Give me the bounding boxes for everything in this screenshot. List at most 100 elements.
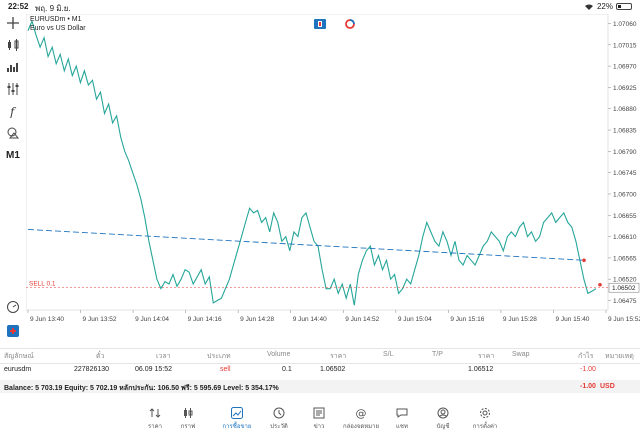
nav-mailbox[interactable]: @ กล่องจดหมาย [336,407,386,431]
price-chart[interactable]: 1.07060 1.07015 1.06970 1.06925 1.06880 1.068… [26,14,640,359]
row-type: sell [220,366,231,373]
row-volume: 0.1 [282,366,292,373]
balance-profit: -1.00 [580,383,596,390]
y-tick-label: 1.06655 [613,213,637,220]
col-symbol: สัญลักษณ์ [4,353,34,360]
trend-end-point [582,258,586,263]
nav-label: ประวัติ [270,424,288,430]
broker-logo-button[interactable] [3,322,23,340]
bottom-nav: ราคา กราฟ การซื้อขาย ประวัติ ข่าว @ กล่อ… [0,401,640,447]
nav-label: ข่าว [313,424,325,430]
objects-tool[interactable] [3,124,23,142]
chart-toolbar: f M1 [0,14,26,359]
y-tick-label: 1.06790 [613,149,637,156]
y-tick-label: 1.07015 [613,42,637,49]
x-tick-label: 9 Jun 14:52 [345,316,379,323]
indicators-tool[interactable] [3,80,23,98]
balance-currency: USD [600,383,615,390]
col-profit: กำไร [578,353,594,360]
nav-label: กราฟ [180,424,196,430]
history-icon [273,407,285,419]
col-ticket: ตั๋ว [96,353,105,360]
wifi-icon [584,3,593,10]
nav-trade[interactable]: การซื้อขาย [212,407,262,431]
position-row[interactable]: eurusdm 227826130 06.09 15:52 sell 0.1 1… [0,364,640,378]
col-volume: Volume [267,351,291,358]
trend-line [27,229,585,261]
trade-icon [231,407,243,419]
chart-top-icons [314,19,356,29]
crosshair-icon [7,17,19,29]
account-icon [437,407,449,419]
row-ticket: 227826130 [74,366,110,373]
nav-label: แชท [396,424,408,430]
x-tick-label: 9 Jun 15:04 [398,316,432,323]
shapes-icon [7,127,20,139]
battery-percent: 22% [596,2,613,11]
x-tick-label: 9 Jun 15:40 [555,316,589,323]
y-tick-label: 1.06565 [613,255,637,262]
y-tick-label: 1.06970 [613,64,637,71]
symbol-description: Euro vs US Dollar [30,25,86,32]
sell-marker [598,282,602,287]
candlestick-icon [8,39,19,51]
speedometer-icon [7,301,19,313]
x-tick-label: 9 Jun 14:16 [188,316,222,323]
timeframe-button[interactable]: M1 [3,146,23,164]
nav-chat[interactable]: แชท [377,407,427,431]
nav-history[interactable]: ประวัติ [254,407,304,431]
y-tick-label: 1.06520 [613,277,637,284]
nav-label: ราคา [148,424,162,430]
function-tool[interactable]: f [3,102,23,120]
svg-text:@: @ [356,407,367,419]
x-tick-label: 9 Jun 14:28 [240,316,274,323]
nav-account[interactable]: บัญชี [418,407,468,431]
y-tick-label: 1.06610 [613,234,637,241]
row-profit: -1.00 [580,366,596,373]
y-tick-label: 1.06925 [613,85,637,92]
volumes-tool[interactable] [3,58,23,76]
positions-header: สัญลักษณ์ ตั๋ว เวลา ประเภท Volume ราคา S… [0,349,640,363]
one-click-trading-button[interactable] [3,298,23,316]
status-bar: 22:52 พฤ. 9 มิ.ย. 22% [0,0,640,13]
date: พฤ. 9 มิ.ย. [35,4,71,13]
plot-frame [26,14,609,311]
sliders-icon [7,83,19,95]
x-tick-label: 9 Jun 15:16 [450,316,484,323]
row-time: 06.09 15:52 [135,366,172,373]
x-tick-label: 9 Jun 13:52 [83,316,117,323]
row-current-price: 1.06512 [468,366,494,373]
flag-icon[interactable] [314,19,326,29]
nav-news[interactable]: ข่าว [294,407,344,431]
nav-chart[interactable]: กราฟ [163,407,213,431]
symbol-name: EURUSDm [30,16,66,23]
y-tick-label: 1.06745 [613,170,637,177]
nav-settings[interactable]: การตั้งค่า [460,407,510,431]
price-series-line [27,19,597,306]
svg-text:f: f [9,105,17,118]
nav-label: กล่องจดหมาย [342,424,380,430]
nav-quotes[interactable]: ราคา [130,407,180,431]
crosshair-tool[interactable] [3,14,23,32]
col-swap: Swap [512,351,530,358]
x-tick-label: 9 Jun 14:40 [293,316,327,323]
chart-type-tool[interactable] [3,36,23,54]
nav-label: บัญชี [436,424,450,430]
battery-icon [616,3,632,10]
news-icon [313,407,325,419]
y-tick-label: 1.07060 [613,21,637,28]
sell-order-label: SELL 0.1 [29,281,56,288]
broker-logo-icon [7,325,19,337]
balance-text: Balance: 5 703.19 Equity: 5 702.19 หลักป… [4,385,279,392]
function-icon: f [9,105,17,118]
row-price: 1.06502 [320,366,346,373]
x-tick-label: 9 Jun 15:52 [608,316,640,323]
y-tick-label: 1.06700 [613,191,637,198]
col-current-price: ราคา [478,353,495,360]
col-sl: S/L [383,351,394,358]
divider [0,348,640,349]
y-tick-label: 1.06835 [613,128,637,135]
bars-icon [7,63,18,72]
broker-ring-icon[interactable] [344,19,356,29]
chat-icon [396,408,408,418]
